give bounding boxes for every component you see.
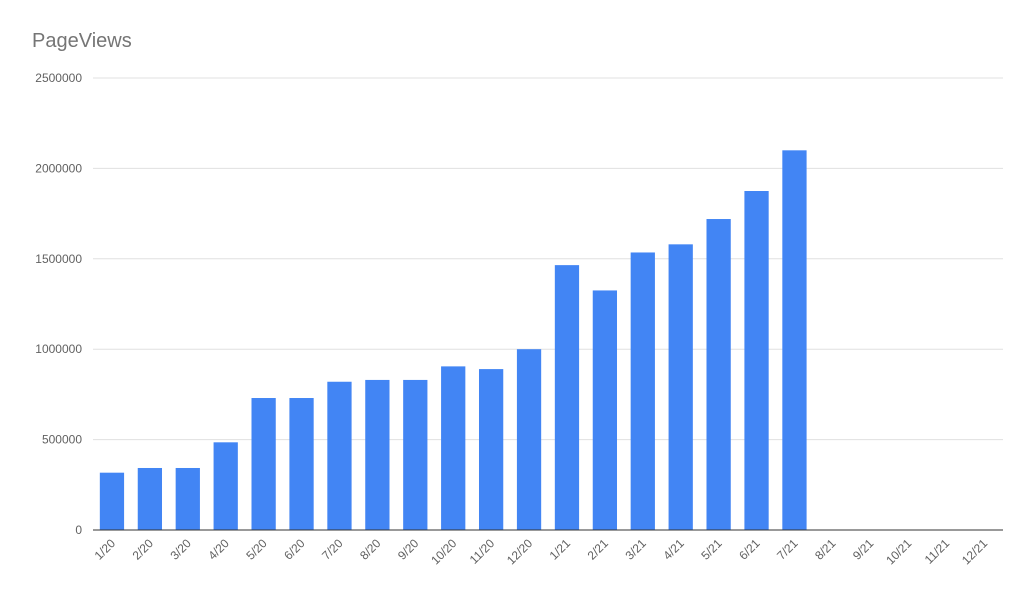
bar-6-20	[289, 398, 314, 530]
bar-3-21	[630, 252, 655, 531]
bar-5-21	[706, 219, 731, 531]
bars	[99, 150, 807, 531]
bar-11-20	[478, 369, 504, 530]
x-tick-label: 12/20	[504, 536, 535, 567]
bar-2-21	[592, 290, 618, 530]
y-tick-label: 0	[75, 523, 82, 537]
bar-5-20	[251, 398, 276, 530]
chart-title: PageViews	[32, 30, 132, 52]
x-tick-label: 9/21	[850, 536, 877, 563]
x-tick-label: 8/21	[812, 536, 839, 563]
x-tick-label: 9/20	[395, 536, 422, 563]
x-tick-label: 8/20	[357, 536, 384, 563]
y-tick-label: 2000000	[35, 161, 82, 175]
x-tick-label: 3/20	[167, 536, 194, 563]
bar-6-21	[744, 191, 769, 530]
x-tick-label: 2/20	[130, 536, 157, 563]
x-tick-label: 4/20	[205, 536, 232, 563]
y-tick-label: 1500000	[35, 252, 82, 266]
bar-4-21	[668, 244, 693, 530]
bar-10-20	[441, 366, 466, 530]
x-tick-label: 11/21	[922, 536, 953, 567]
bar-4-20	[213, 442, 238, 530]
bar-7-21	[782, 150, 807, 530]
x-tick-label: 7/21	[774, 536, 801, 563]
x-tick-label: 5/20	[243, 536, 270, 563]
bar-1-20	[99, 472, 125, 530]
bar-1-21	[554, 265, 580, 530]
x-tick-label: 1/20	[92, 536, 119, 563]
y-tick-label: 1000000	[35, 342, 82, 356]
y-axis-tick-labels: 0 500000 1000000 1500000 2000000 2500000	[35, 71, 82, 537]
x-tick-label: 6/20	[281, 536, 308, 563]
x-tick-label: 3/21	[622, 536, 649, 563]
bar-9-20	[403, 379, 428, 530]
gridlines	[93, 77, 1003, 441]
bar-7-20	[327, 381, 352, 530]
x-tick-label: 4/21	[660, 536, 687, 563]
x-tick-label: 2/21	[585, 536, 612, 563]
bar-3-20	[175, 467, 200, 530]
x-tick-label: 6/21	[736, 536, 763, 563]
x-tick-label: 10/20	[428, 536, 459, 567]
bar-2-20	[137, 467, 163, 530]
y-tick-label: 2500000	[35, 71, 82, 85]
x-axis-tick-labels: 1/20 2/20 3/20 4/20 5/20 6/20 7/20 8/20 9/20 10/2…	[92, 536, 991, 567]
x-tick-label: 12/21	[959, 536, 990, 567]
x-tick-label: 7/20	[319, 536, 346, 563]
x-tick-label: 11/20	[467, 536, 498, 567]
x-tick-label: 10/21	[883, 536, 914, 567]
y-tick-label: 500000	[42, 433, 82, 447]
bar-12-20	[516, 349, 542, 530]
x-tick-label: 1/21	[547, 536, 574, 563]
bar-8-20	[365, 379, 390, 530]
x-tick-label: 5/21	[698, 536, 725, 563]
